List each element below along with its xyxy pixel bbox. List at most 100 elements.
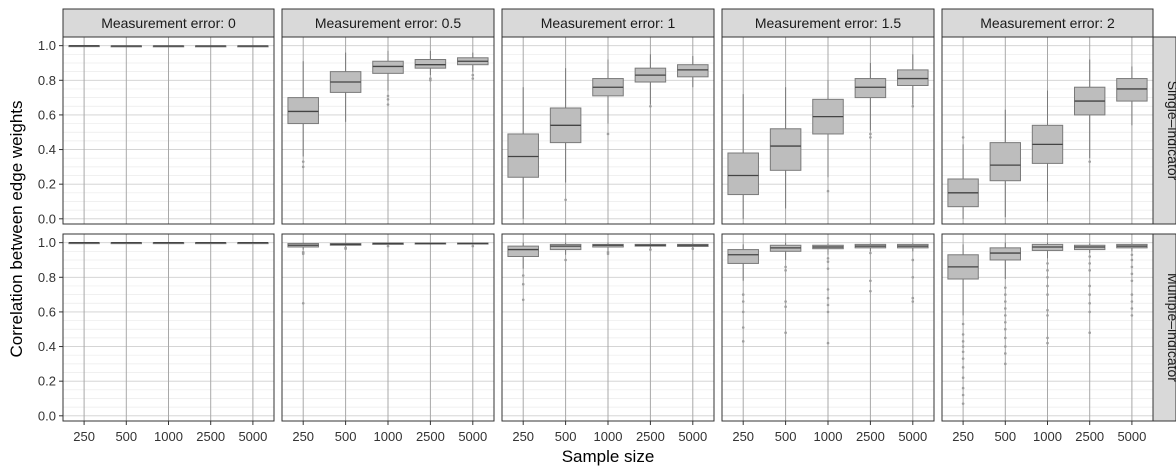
box-iqr [727, 249, 759, 264]
outlier-point [826, 260, 830, 264]
outlier-point [961, 340, 965, 343]
outlier-point [386, 94, 390, 98]
outlier-point [1088, 301, 1091, 305]
y-tick-label: 0.2 [38, 177, 56, 192]
outlier-point [961, 376, 965, 380]
x-tick-label: 250 [952, 429, 974, 444]
outlier-point [386, 103, 390, 106]
y-tick-label: 0.2 [38, 374, 56, 389]
outlier-point [961, 402, 965, 405]
x-tick-label: 2500 [636, 429, 665, 444]
column-strip [941, 8, 1154, 38]
outlier-point [869, 289, 872, 293]
outlier-point [911, 258, 915, 262]
outlier-point [961, 350, 965, 354]
box-2500 [634, 54, 667, 108]
column-strip-label: Measurement error: 1 [541, 15, 676, 31]
outlier-point [961, 386, 965, 390]
outlier-point [869, 136, 872, 139]
box-500 [110, 45, 142, 48]
panel-r0-c3 [721, 36, 935, 225]
column-strip [281, 8, 495, 38]
box-iqr [897, 69, 929, 86]
outlier-point [826, 296, 830, 300]
y-tick-label: 1.0 [38, 235, 56, 250]
outlier-point [961, 333, 965, 336]
x-tick-label: 500 [775, 429, 797, 444]
outlier-point [1046, 308, 1049, 312]
x-tick-label: 250 [73, 429, 95, 444]
panel-r0-c4 [941, 36, 1154, 225]
x-tick-label: 1000 [374, 429, 403, 444]
outlier-point [1046, 293, 1049, 296]
box-iqr [727, 152, 759, 196]
box-250 [68, 242, 100, 245]
panel-r0-c2 [501, 36, 715, 225]
y-tick-label: 0.6 [38, 304, 56, 319]
x-tick-label: 2500 [856, 429, 885, 444]
box-5000 [237, 242, 269, 245]
box-500 [769, 242, 802, 334]
box-250 [947, 244, 979, 405]
row-strip [1152, 36, 1176, 225]
outlier-point [1046, 341, 1049, 345]
outlier-point [386, 98, 390, 101]
outlier-point [741, 340, 745, 343]
y-tick-label: 0.0 [38, 408, 56, 423]
outlier-point [1004, 321, 1007, 324]
box-iqr [769, 128, 802, 171]
outlier-point [784, 305, 787, 309]
box-iqr [989, 247, 1021, 261]
x-tick-label: 500 [335, 429, 357, 444]
outlier-point [1004, 336, 1007, 340]
outlier-point [606, 252, 610, 256]
outlier-point [1046, 262, 1049, 265]
outlier-point [301, 160, 305, 163]
box-250 [727, 94, 759, 219]
box-iqr [372, 60, 404, 74]
box-500 [769, 87, 802, 209]
outlier-point [911, 296, 915, 300]
outlier-point [1004, 314, 1007, 317]
x-tick-label: 500 [555, 429, 577, 444]
box-250 [947, 136, 979, 219]
box-500 [329, 242, 362, 251]
panel-border [721, 233, 935, 422]
outlier-point [741, 300, 745, 303]
box-1000 [592, 242, 624, 256]
outlier-point [1004, 362, 1007, 366]
outlier-point [471, 73, 475, 77]
box-250 [507, 87, 539, 219]
outlier-point [741, 326, 745, 329]
outlier-point [301, 301, 305, 305]
outlier-point [429, 78, 432, 82]
box-500 [989, 109, 1021, 218]
outlier-point [784, 331, 787, 334]
panel-r1-c4 [941, 233, 1154, 422]
column-strip [721, 8, 935, 38]
box-iqr [507, 245, 539, 258]
outlier-point [1004, 352, 1007, 355]
outlier-point [471, 244, 475, 248]
outlier-point [1046, 314, 1049, 317]
box-1000 [812, 243, 844, 345]
outlier-point [1088, 310, 1091, 314]
x-tick-label: 500 [115, 429, 137, 444]
box-2500 [634, 243, 667, 251]
outlier-point [1004, 300, 1007, 303]
x-tick-label: 5000 [458, 429, 487, 444]
box-iqr [989, 142, 1021, 182]
outlier-point [826, 267, 830, 270]
box-5000 [457, 52, 489, 80]
outlier-point [784, 300, 787, 303]
column-strip-label: Measurement error: 0.5 [315, 15, 461, 31]
panel-r1-c0 [62, 233, 275, 422]
outlier-point [1130, 253, 1134, 257]
column-strip [501, 8, 715, 38]
panel-border [501, 233, 715, 422]
box-iqr [1116, 78, 1148, 102]
outlier-point [1130, 265, 1134, 269]
box-2500 [414, 50, 447, 82]
box-1000 [152, 242, 185, 245]
